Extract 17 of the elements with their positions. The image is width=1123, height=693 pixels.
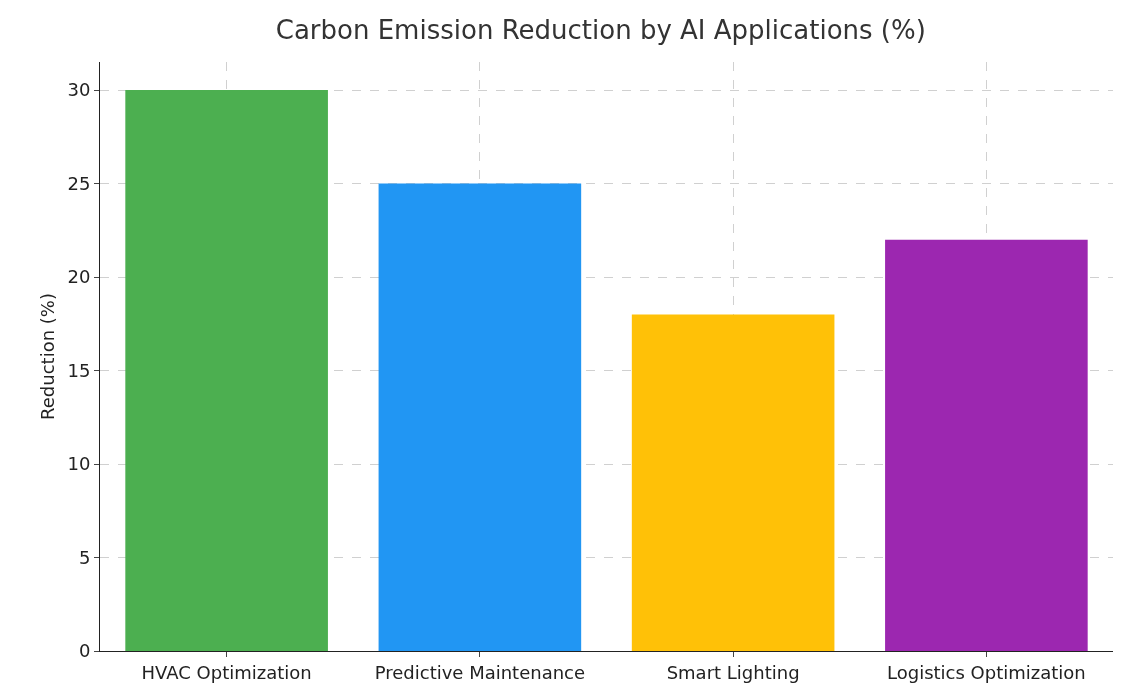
y-tick-label: 5 bbox=[78, 546, 91, 568]
bar bbox=[378, 183, 582, 651]
x-tick-label: HVAC Optimization bbox=[141, 661, 312, 683]
y-tick-label: 15 bbox=[67, 359, 91, 381]
chart-title: Carbon Emission Reduction by AI Applications (%) bbox=[275, 14, 926, 45]
y-tick-label: 20 bbox=[67, 266, 91, 288]
y-tick-label: 30 bbox=[67, 79, 91, 101]
y-axis-title: Reduction (%) bbox=[37, 293, 58, 420]
bar bbox=[631, 314, 835, 651]
x-tick-label: Smart Lighting bbox=[666, 661, 800, 683]
x-tick-label: Logistics Optimization bbox=[887, 661, 1086, 683]
y-tick-label: 0 bbox=[78, 640, 91, 662]
bar bbox=[125, 90, 328, 651]
y-tick-label: 25 bbox=[67, 172, 91, 194]
bar bbox=[885, 239, 1088, 651]
x-tick-label: Predictive Maintenance bbox=[374, 661, 586, 683]
y-tick-label: 10 bbox=[67, 453, 91, 475]
